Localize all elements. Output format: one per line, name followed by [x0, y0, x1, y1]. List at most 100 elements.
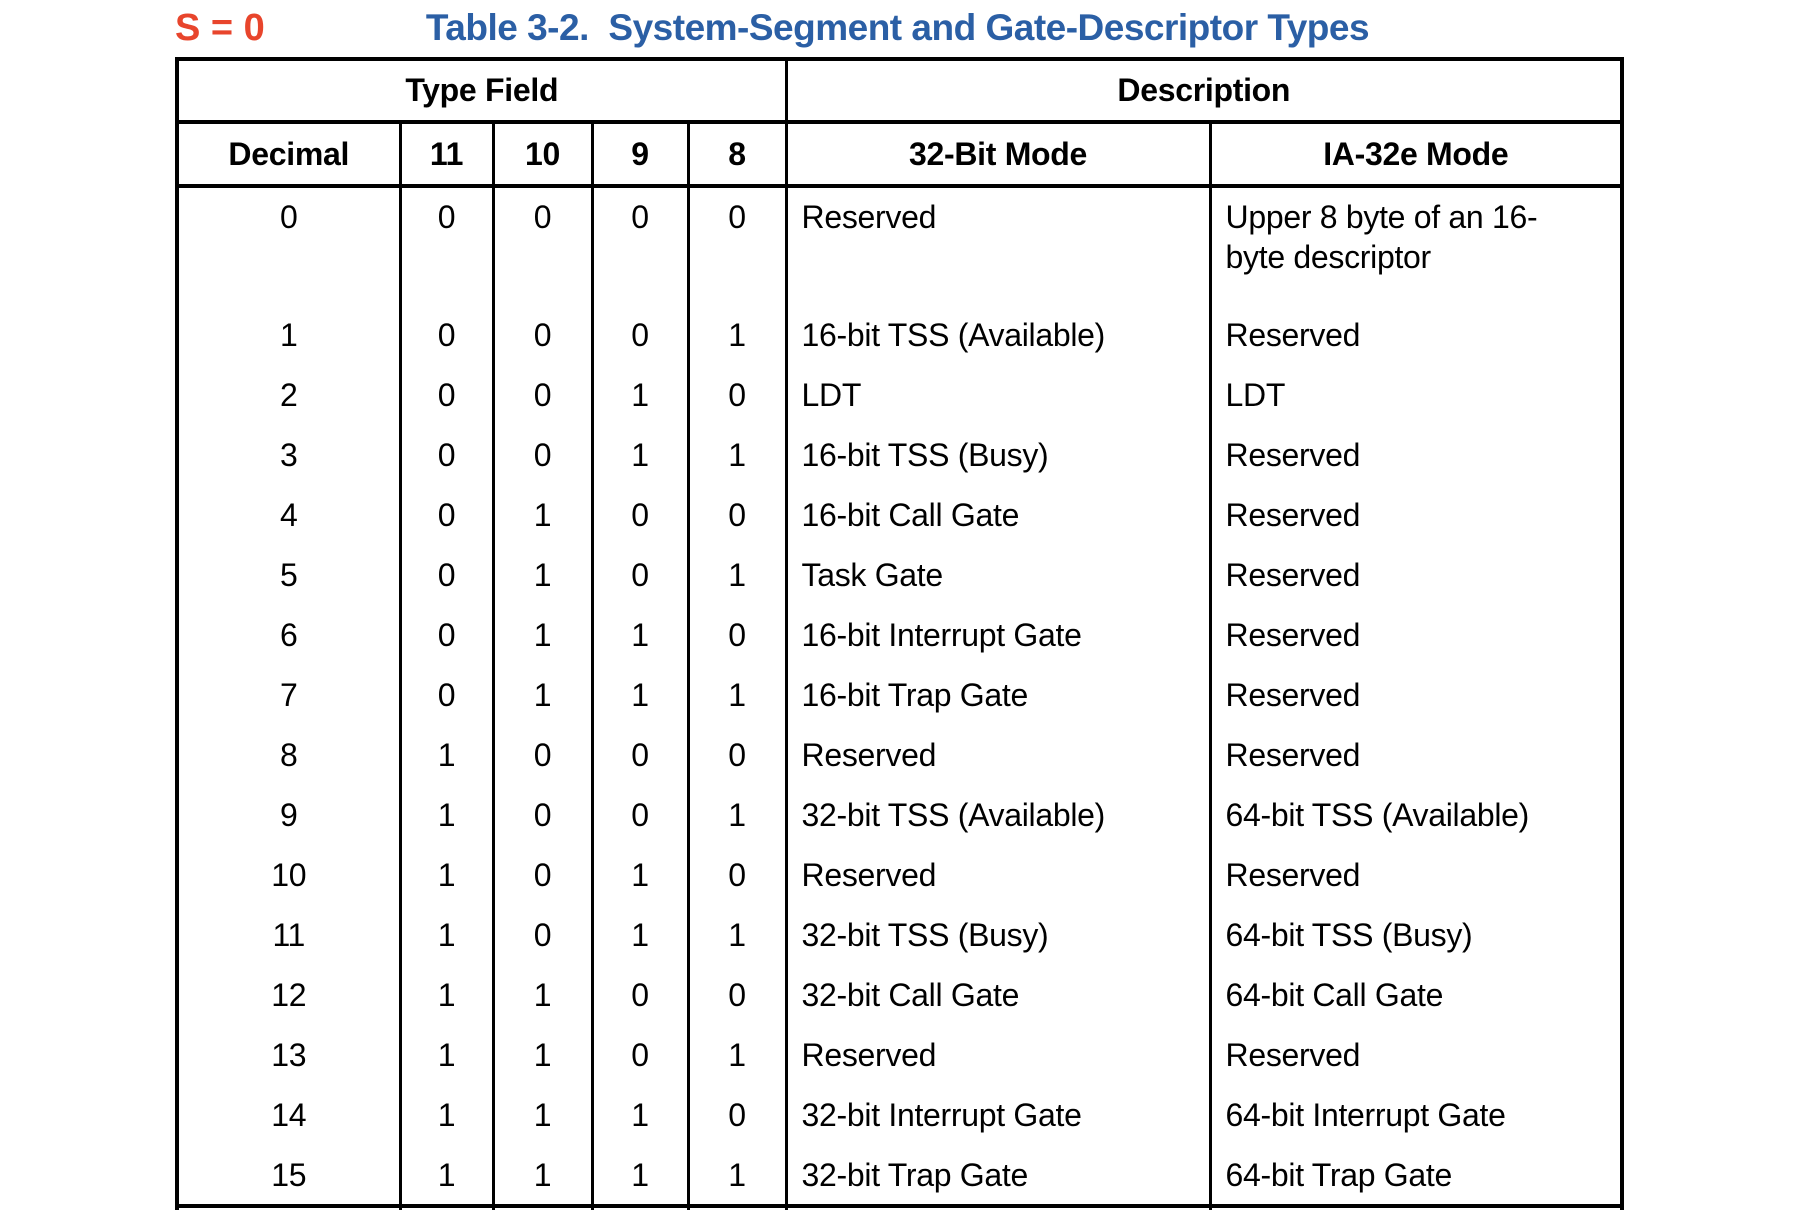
- cell-bit-8: 1: [686, 426, 787, 486]
- cell-bit-10: 0: [491, 846, 592, 906]
- cell-text: Reserved: [1225, 437, 1361, 473]
- cell-32bit-mode: Reserved: [784, 186, 1211, 306]
- cell-text: 64-bit Call Gate: [1225, 977, 1444, 1013]
- cut-stub-cell: [398, 1206, 493, 1210]
- cell-ia32e-mode: Reserved: [1208, 306, 1623, 366]
- cell-bit-11: 0: [398, 306, 493, 366]
- cell-ia32e-mode: Reserved: [1208, 726, 1623, 786]
- cell-bit-11: 1: [398, 786, 493, 846]
- cell-bit-8: 0: [686, 186, 787, 306]
- cell-32bit-mode: 32-bit Call Gate: [784, 966, 1211, 1026]
- cell-bit-9: 0: [590, 546, 688, 606]
- cell-bit-11: 1: [398, 726, 493, 786]
- cell-bit-10: 1: [491, 1086, 592, 1146]
- table-row: 15 1 1 1 1 32-bit Trap Gate 64-bit Trap …: [177, 1146, 1623, 1208]
- cell-bit-8: 0: [686, 486, 787, 546]
- cell-bit-8: 1: [686, 666, 787, 726]
- cell-bit-10: 1: [491, 606, 592, 666]
- table-row: 11 1 0 1 1 32-bit TSS (Busy) 64-bit TSS …: [177, 906, 1623, 966]
- cell-32bit-mode: 32-bit TSS (Busy): [784, 906, 1211, 966]
- cell-bit-8: 0: [686, 366, 787, 426]
- cut-stub-cell: [784, 1206, 1211, 1210]
- cell-32bit-mode: 16-bit Interrupt Gate: [784, 606, 1211, 666]
- table-row: 0 0 0 0 0 Reserved Upper 8 byte of an 16…: [177, 186, 1623, 306]
- cell-32bit-mode: 16-bit TSS (Available): [784, 306, 1211, 366]
- cell-ia32e-mode: Reserved: [1208, 426, 1623, 486]
- cell-bit-9: 0: [590, 786, 688, 846]
- cell-bit-8: 1: [686, 1146, 787, 1208]
- cell-bit-10: 1: [491, 546, 592, 606]
- cell-text: Reserved: [1225, 557, 1361, 593]
- cell-text: 32-bit Interrupt Gate: [801, 1097, 1082, 1133]
- table-title: Table 3-2. System-Segment and Gate-Descr…: [425, 7, 1370, 48]
- table-body: 0 0 0 0 0 Reserved Upper 8 byte of an 16…: [177, 186, 1623, 1208]
- cell-decimal: 7: [280, 677, 298, 713]
- table-row: 5 0 1 0 1 Task Gate Reserved: [177, 546, 1623, 606]
- cell-bit-10: 0: [491, 786, 592, 846]
- cell-decimal: 14: [271, 1097, 307, 1133]
- cell-32bit-mode: LDT: [784, 366, 1211, 426]
- cell-bit-9: 0: [590, 966, 688, 1026]
- cell-bit-8: 1: [686, 1026, 787, 1086]
- table-row: 7 0 1 1 1 16-bit Trap Gate Reserved: [177, 666, 1623, 726]
- cell-ia32e-mode: 64-bit TSS (Busy): [1208, 906, 1623, 966]
- cell-ia32e-mode: Reserved: [1208, 486, 1623, 546]
- cell-bit-11: 0: [398, 546, 493, 606]
- cell-decimal: 12: [271, 977, 307, 1013]
- cell-ia32e-mode: Reserved: [1208, 666, 1623, 726]
- cell-bit-9: 1: [590, 846, 688, 906]
- cell-bit-11: 0: [398, 606, 493, 666]
- cell-bit-11: 0: [398, 426, 493, 486]
- cut-stub-cell: [1208, 1206, 1623, 1210]
- cell-text: 64-bit Interrupt Gate: [1225, 1097, 1506, 1133]
- cell-bit-9: 1: [590, 906, 688, 966]
- cell-decimal: 3: [280, 437, 298, 473]
- cell-bit-11: 1: [398, 1026, 493, 1086]
- cell-bit-9: 0: [590, 186, 688, 306]
- cell-text: Reserved: [1225, 497, 1361, 533]
- cell-text: LDT: [1225, 377, 1286, 413]
- col-header-bit-11: 11: [398, 122, 493, 188]
- col-header-decimal: Decimal: [177, 122, 400, 188]
- table-row: 12 1 1 0 0 32-bit Call Gate 64-bit Call …: [177, 966, 1623, 1026]
- cell-bit-10: 1: [491, 1026, 592, 1086]
- cell-bit-11: 1: [398, 846, 493, 906]
- cut-stub-cell: [686, 1206, 787, 1210]
- cell-decimal: 5: [280, 557, 298, 593]
- column-header-row: Decimal 11 10 9 8 32-Bit Mode IA-32e Mod…: [177, 122, 1623, 188]
- cell-text: 16-bit TSS (Available): [801, 317, 1106, 353]
- cell-bit-10: 0: [491, 426, 592, 486]
- cell-text: Task Gate: [801, 557, 944, 593]
- cell-ia32e-mode: Reserved: [1208, 846, 1623, 906]
- cell-bit-9: 1: [590, 1146, 688, 1208]
- cell-bit-11: 1: [398, 1086, 493, 1146]
- cell-bit-10: 1: [491, 1146, 592, 1208]
- cell-bit-11: 1: [398, 966, 493, 1026]
- group-header-type-field: Type Field: [177, 59, 787, 124]
- cell-text: Reserved: [1225, 1037, 1361, 1073]
- cell-bit-11: 1: [398, 906, 493, 966]
- table-row: 8 1 0 0 0 Reserved Reserved: [177, 726, 1623, 786]
- cell-bit-11: 0: [398, 666, 493, 726]
- s-equals-annotation: S = 0: [175, 7, 265, 49]
- cell-bit-10: 0: [491, 186, 592, 306]
- cell-text: 16-bit Trap Gate: [801, 677, 1029, 713]
- cell-bit-8: 0: [686, 846, 787, 906]
- cut-stub-cell: [590, 1206, 688, 1210]
- cell-32bit-mode: 32-bit Trap Gate: [784, 1146, 1211, 1208]
- col-header-bit-8: 8: [686, 122, 787, 188]
- cell-text: 32-bit TSS (Available): [801, 797, 1106, 833]
- cell-bit-9: 1: [590, 426, 688, 486]
- cell-ia32e-mode: 64-bit Trap Gate: [1208, 1146, 1623, 1208]
- cell-bit-10: 0: [491, 306, 592, 366]
- cell-bit-11: 0: [398, 486, 493, 546]
- cell-decimal: 8: [280, 737, 298, 773]
- cell-bit-11: 1: [398, 1146, 493, 1208]
- cell-32bit-mode: 16-bit TSS (Busy): [784, 426, 1211, 486]
- cell-decimal: 2: [280, 377, 298, 413]
- table-row: 2 0 0 1 0 LDT LDT: [177, 366, 1623, 426]
- cell-text: 16-bit Interrupt Gate: [801, 617, 1082, 653]
- cell-bit-10: 1: [491, 486, 592, 546]
- table-row: 4 0 1 0 0 16-bit Call Gate Reserved: [177, 486, 1623, 546]
